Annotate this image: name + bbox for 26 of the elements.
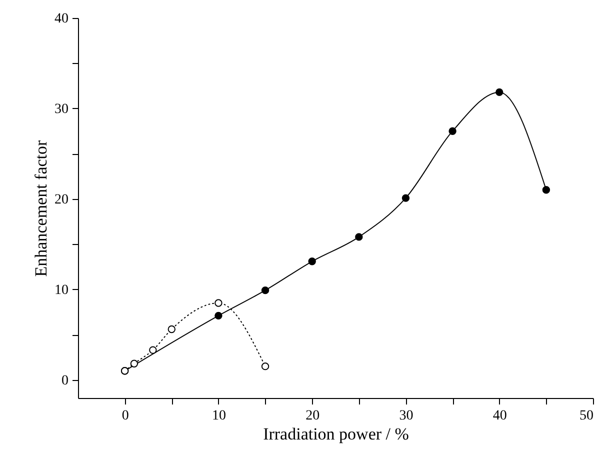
- point: [214, 312, 222, 320]
- point: [168, 325, 176, 334]
- y-tick-label: 40: [54, 12, 68, 26]
- point: [261, 362, 270, 370]
- point: [308, 258, 316, 266]
- point: [130, 360, 138, 368]
- point: [355, 233, 363, 241]
- x-tick-label: 0: [122, 408, 129, 424]
- point: [496, 88, 504, 96]
- y-tick-label: 30: [54, 102, 68, 117]
- point: [261, 286, 270, 294]
- x-tick-label: 10: [212, 408, 226, 424]
- y-axis-title: Enhancement factor: [32, 140, 50, 277]
- x-tick-label: 50: [580, 408, 594, 424]
- y-tick-label: 0: [62, 373, 68, 388]
- y-tick-label: 20: [54, 192, 68, 208]
- point: [214, 299, 222, 307]
- y-tick-label: 10: [54, 282, 68, 298]
- x-tick-label: 40: [492, 408, 507, 424]
- point: [402, 194, 410, 202]
- x-tick-label: 20: [306, 408, 320, 424]
- x-tick-label: 30: [399, 408, 414, 424]
- point: [149, 346, 157, 354]
- point: [542, 186, 550, 194]
- x-axis-title: Irradiation power / %: [263, 424, 409, 444]
- point: [448, 127, 456, 135]
